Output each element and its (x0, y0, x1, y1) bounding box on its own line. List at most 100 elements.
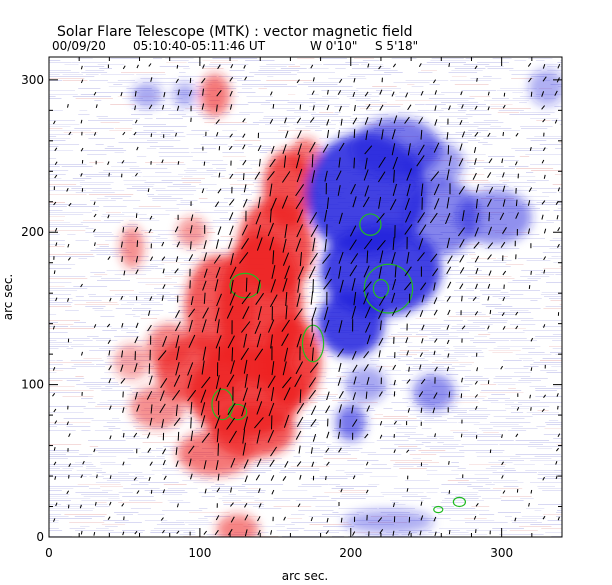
noise-streak (49, 294, 72, 295)
field-vector (80, 474, 83, 479)
noise-streak (81, 430, 91, 431)
field-vector (188, 445, 195, 454)
noise-streak (117, 162, 137, 163)
noise-streak (81, 150, 127, 151)
field-vector (391, 129, 396, 140)
noise-streak (483, 432, 499, 433)
field-vector (203, 268, 208, 278)
noise-streak (280, 68, 307, 69)
noise-streak (511, 428, 538, 429)
positive-polarity-region (113, 343, 151, 381)
noise-streak (393, 82, 430, 83)
noise-streak (559, 124, 562, 125)
noise-streak (229, 184, 254, 185)
field-vector (459, 143, 463, 151)
noise-streak (125, 314, 136, 315)
noise-streak (412, 458, 421, 459)
noise-streak (522, 348, 535, 349)
noise-streak (188, 524, 221, 525)
noise-streak (129, 168, 168, 169)
field-vector (270, 475, 275, 481)
field-vector (227, 335, 235, 349)
noise-streak (75, 192, 115, 193)
noise-streak (423, 354, 442, 355)
field-vector (429, 212, 438, 224)
noise-streak (92, 190, 125, 191)
noise-streak (75, 376, 84, 377)
field-vector (336, 170, 342, 181)
field-vector (282, 361, 287, 376)
noise-streak (99, 348, 135, 349)
noise-streak (294, 112, 316, 113)
field-vector (243, 64, 246, 69)
noise-streak (49, 120, 76, 121)
noise-streak (303, 530, 348, 531)
noise-streak (151, 428, 180, 429)
noise-streak (79, 454, 93, 455)
noise-streak (434, 122, 469, 123)
field-vector (257, 529, 261, 536)
noise-streak (421, 428, 432, 429)
field-vector (230, 502, 234, 507)
noise-streak (511, 522, 542, 523)
noise-streak (62, 468, 74, 469)
noise-streak (135, 428, 152, 429)
noise-streak (530, 164, 561, 165)
field-vector (282, 144, 287, 154)
field-vector (284, 224, 288, 238)
field-vector (256, 237, 263, 251)
field-vector (446, 266, 452, 275)
noise-streak (234, 140, 261, 141)
noise-streak (472, 488, 491, 489)
field-vector (147, 188, 150, 192)
noise-streak (501, 500, 524, 501)
noise-streak (535, 390, 557, 391)
field-vector (217, 226, 222, 235)
noise-streak (154, 268, 163, 269)
noise-streak (521, 516, 544, 517)
noise-streak (543, 308, 562, 309)
field-vector (295, 238, 302, 252)
noise-streak (237, 80, 261, 81)
noise-streak (380, 436, 410, 437)
noise-streak (156, 524, 185, 525)
field-vector (474, 311, 479, 316)
field-vector (226, 374, 235, 388)
noise-streak (240, 464, 286, 465)
noise-streak (557, 510, 562, 511)
noise-streak (328, 78, 367, 79)
noise-streak (223, 504, 265, 505)
field-vector (407, 104, 412, 111)
field-vector (448, 391, 451, 398)
field-vector (363, 351, 370, 359)
field-vector (174, 268, 179, 274)
field-vector (365, 489, 369, 494)
noise-streak (185, 172, 218, 173)
field-vector (379, 104, 384, 111)
noise-streak (129, 388, 159, 389)
noise-streak (95, 248, 127, 249)
noise-streak (470, 340, 509, 341)
noise-streak (365, 104, 404, 105)
noise-streak (49, 364, 63, 365)
noise-streak (554, 106, 562, 107)
noise-streak (130, 508, 151, 509)
field-vector (271, 489, 275, 495)
field-vector (310, 64, 314, 69)
field-vector (489, 309, 492, 315)
noise-streak (421, 442, 431, 443)
noise-streak (87, 402, 96, 403)
noise-streak (73, 286, 108, 287)
field-vector (268, 402, 275, 417)
noise-streak (378, 94, 397, 95)
noise-streak (137, 214, 147, 215)
noise-streak (499, 180, 509, 181)
noise-streak (180, 200, 198, 201)
noise-streak (474, 266, 511, 267)
noise-streak (146, 194, 155, 195)
noise-streak (118, 502, 163, 503)
noise-streak (384, 426, 418, 427)
field-vector (122, 432, 125, 438)
noise-streak (99, 68, 112, 69)
noise-streak (118, 142, 158, 143)
